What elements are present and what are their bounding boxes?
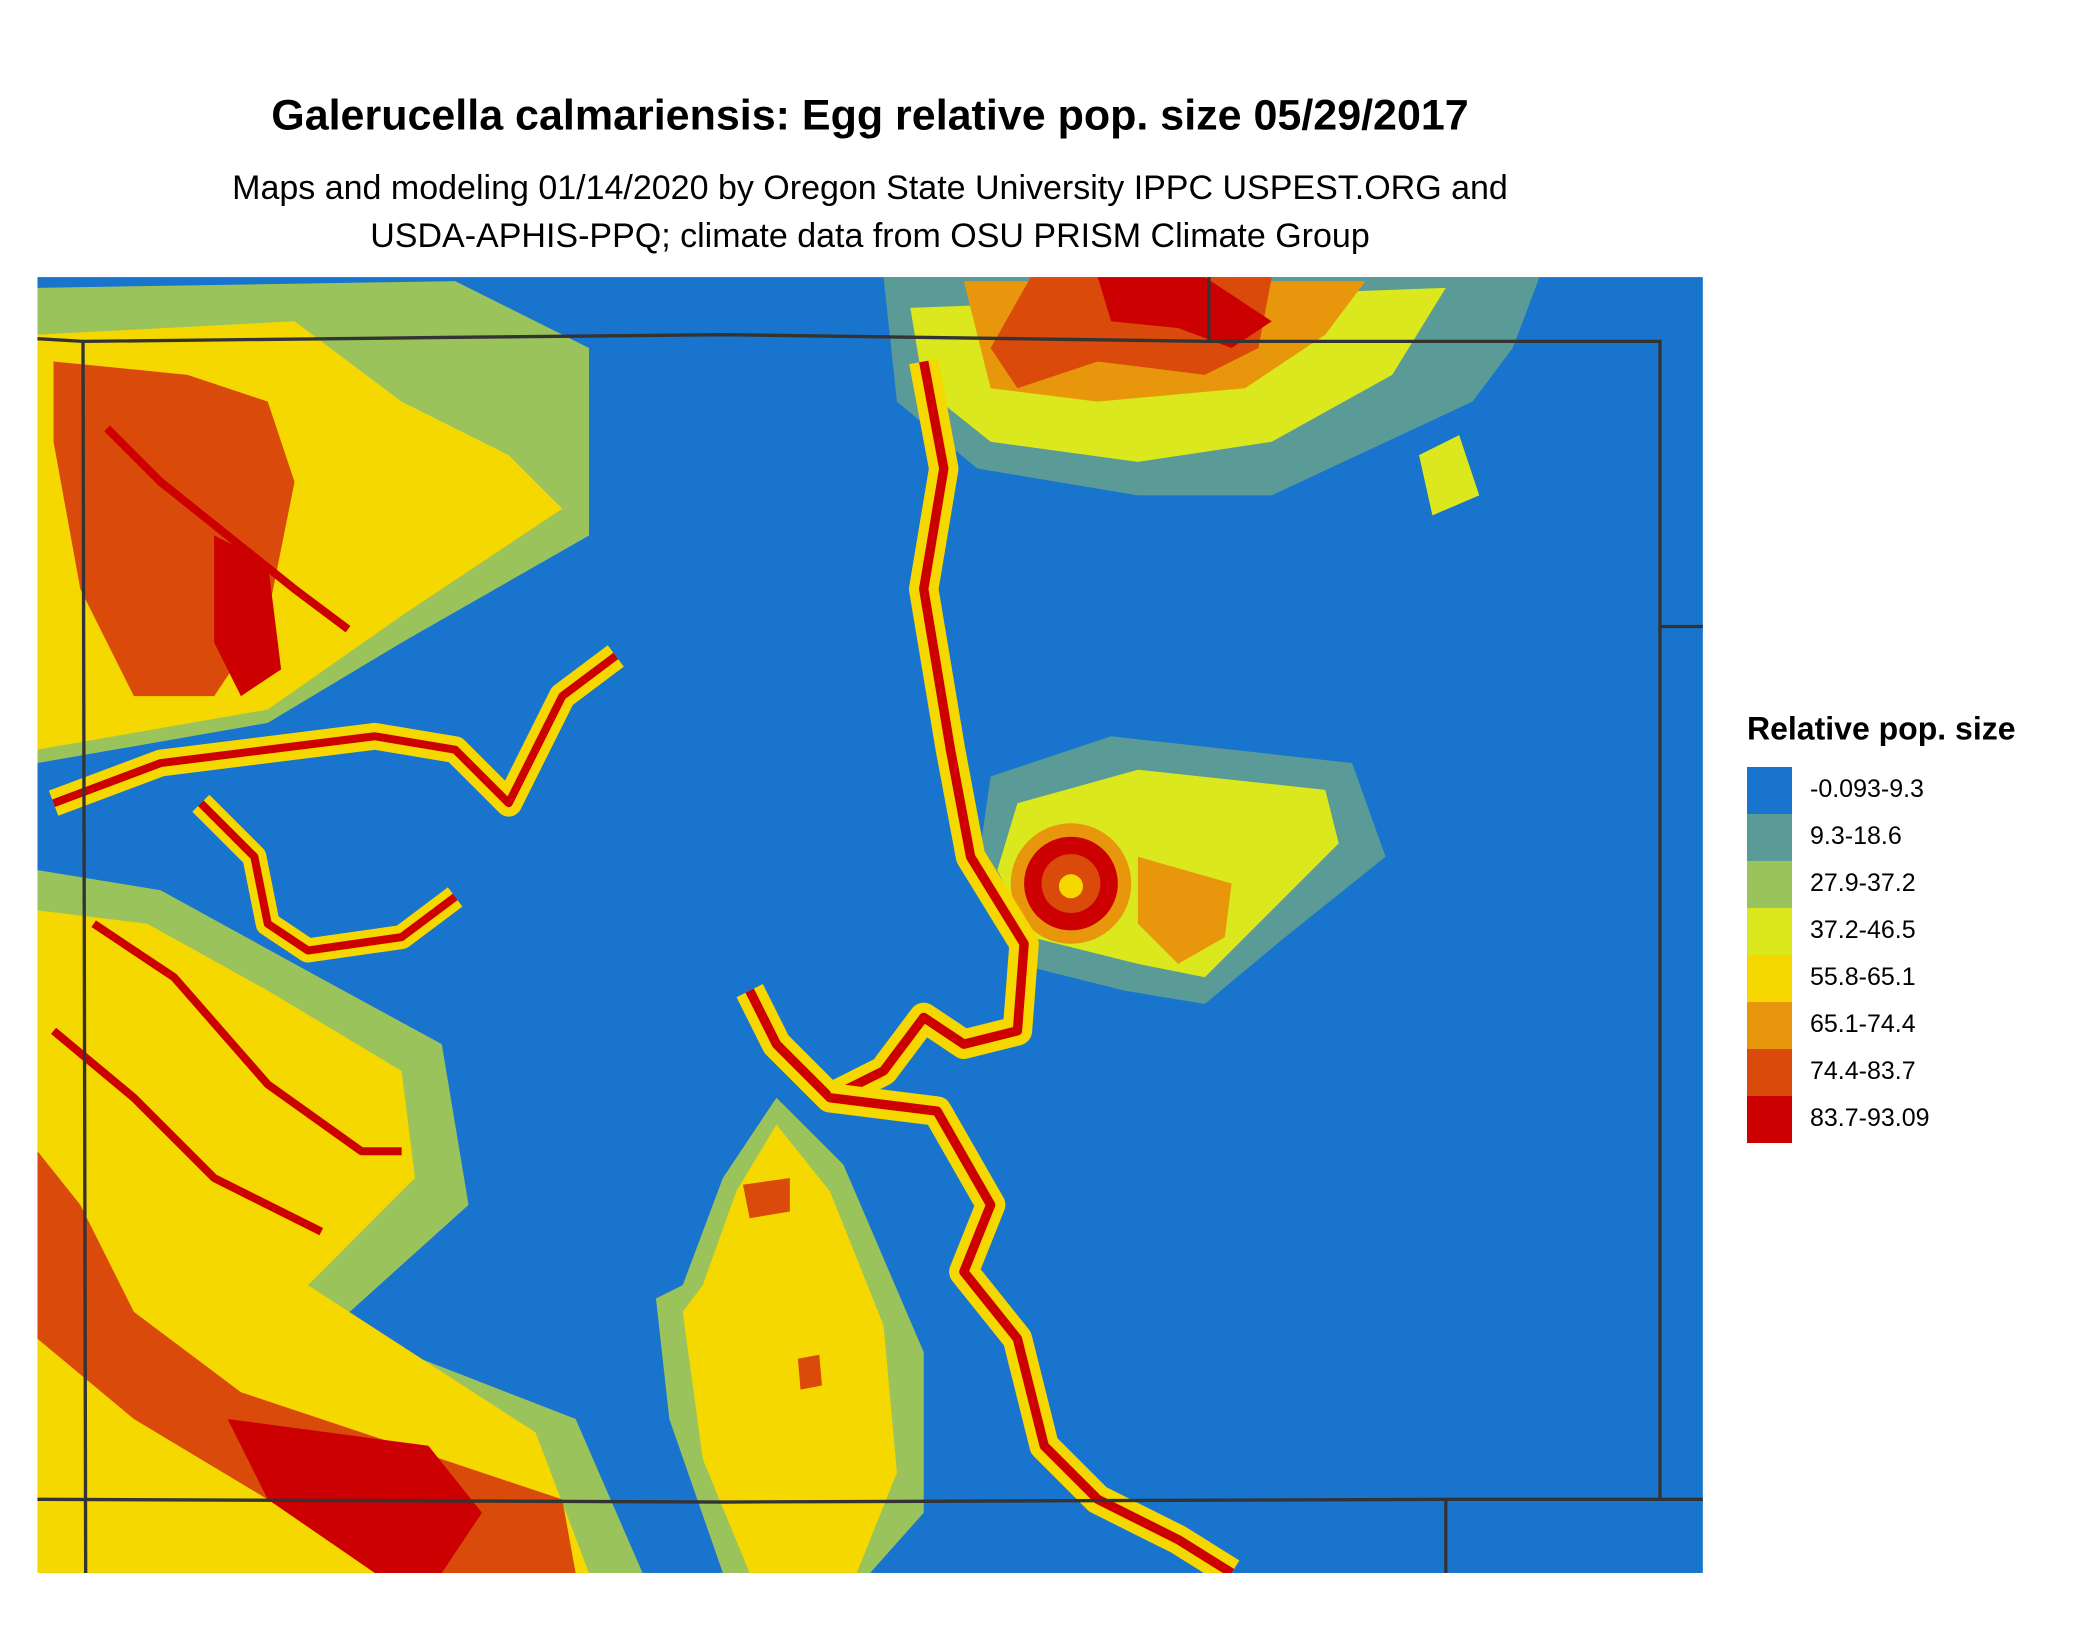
border [81, 341, 88, 1573]
legend-label: 83.7-93.09 [1810, 1104, 1930, 1132]
region [227, 1419, 482, 1573]
legend-label: 74.4-83.7 [1810, 1057, 1916, 1085]
subtitle: USDA-APHIS-PPQ; climate data from OSU PR… [370, 217, 1369, 255]
region [742, 1178, 790, 1219]
region [214, 535, 282, 697]
legend-swatch [1747, 861, 1792, 908]
legend-label: 37.2-46.5 [1810, 916, 1916, 944]
stream [50, 1027, 324, 1236]
legend-label: -0.093-9.3 [1810, 775, 1924, 803]
legend-swatch [1747, 1096, 1792, 1143]
subtitle: Maps and modeling 01/14/2020 by Oregon S… [232, 169, 1508, 207]
title: Galerucella calmariensis: Egg relative p… [271, 91, 1468, 139]
region [1097, 277, 1272, 349]
border [37, 333, 1703, 629]
region [1058, 874, 1084, 899]
state-borders [37, 277, 1703, 1573]
legend-swatch [1747, 767, 1792, 814]
stream [197, 800, 458, 955]
region [1137, 856, 1232, 964]
border [37, 1497, 1660, 1504]
region [797, 1354, 822, 1390]
region [1419, 435, 1480, 516]
legend-swatch [1747, 955, 1792, 1002]
stream [104, 425, 351, 633]
legend-title: Relative pop. size [1747, 710, 2016, 746]
legend-label: 9.3-18.6 [1810, 822, 1902, 850]
legend-swatch [1747, 814, 1792, 861]
map [37, 277, 1703, 1573]
legend-swatch [1747, 1049, 1792, 1096]
legend-label: 27.9-37.2 [1810, 869, 1916, 897]
legend-label: 55.8-65.1 [1810, 963, 1916, 991]
stream [829, 1093, 1235, 1573]
region [682, 1124, 897, 1573]
legend-swatch [1747, 1002, 1792, 1049]
legend-swatch [1747, 908, 1792, 955]
stream [91, 920, 402, 1156]
legend-label: 65.1-74.4 [1810, 1010, 1916, 1038]
legend: -0.093-9.3 9.3-18.6 27.9-37.2 37.2-46.5 55.8… [1747, 767, 1930, 1143]
stream [52, 652, 619, 808]
